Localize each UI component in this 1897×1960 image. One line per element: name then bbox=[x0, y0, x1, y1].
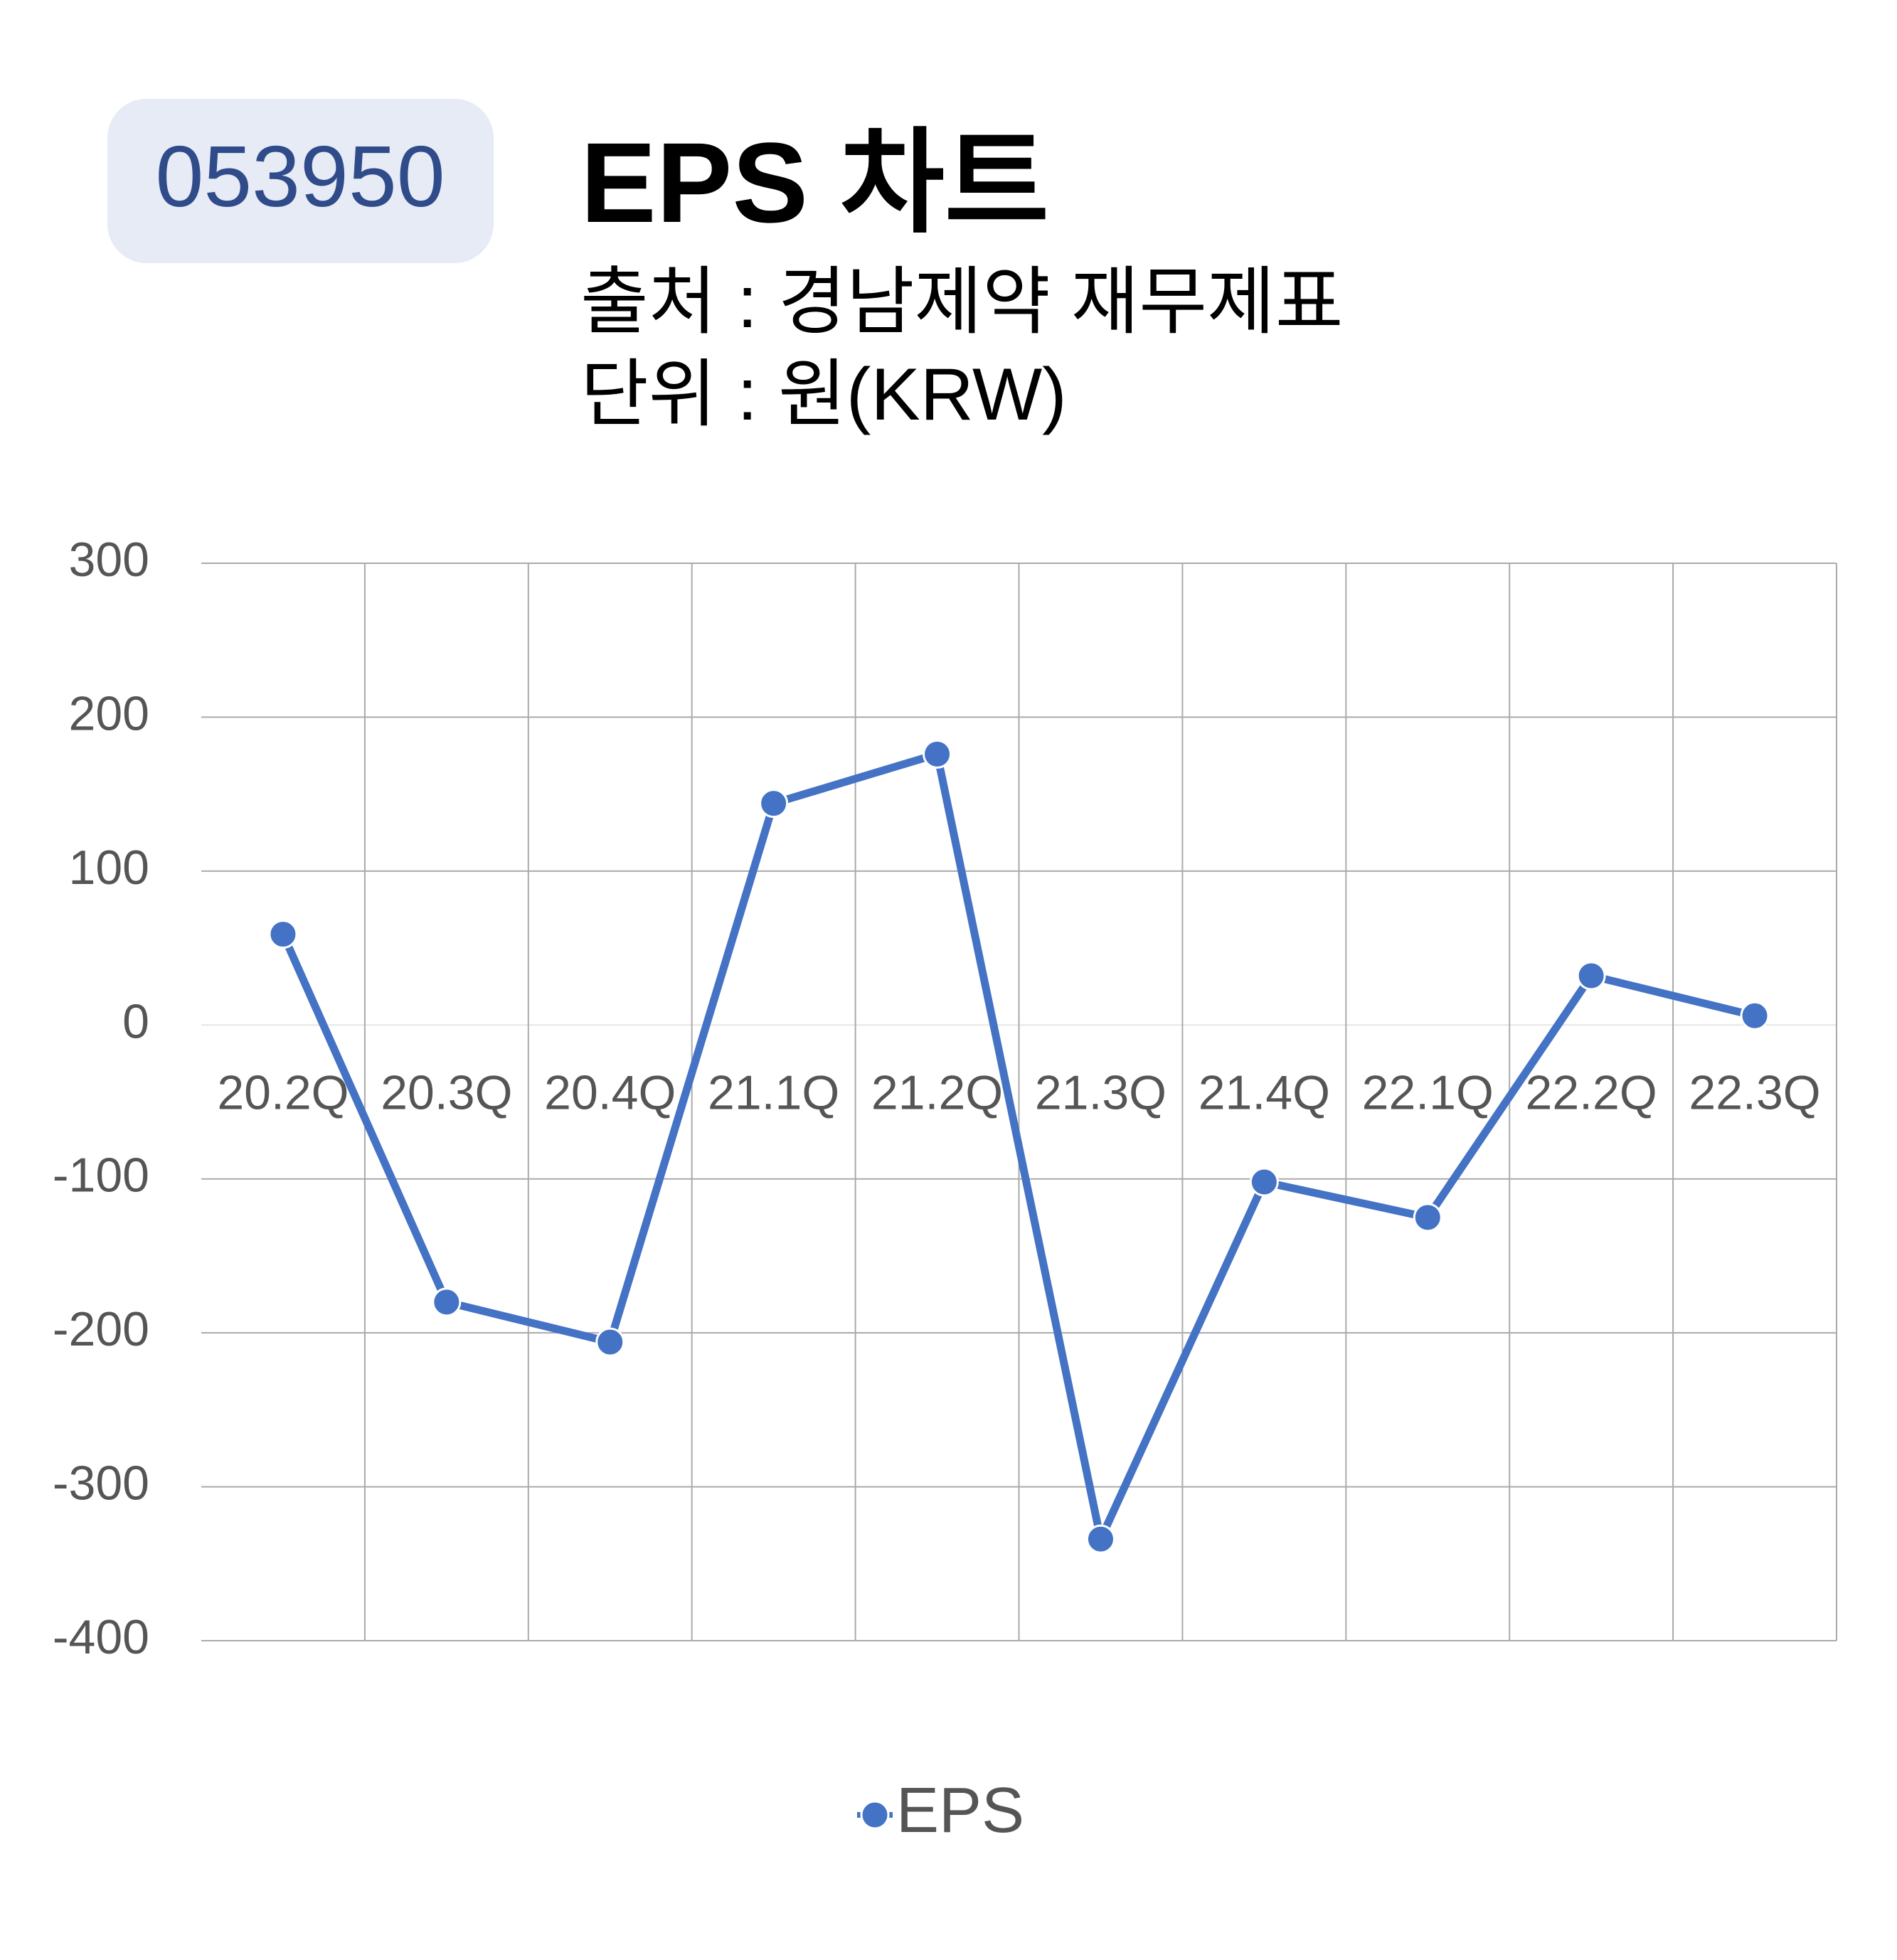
point bbox=[1413, 1203, 1442, 1232]
x-tick-label: 22.3Q bbox=[1689, 1065, 1820, 1119]
point bbox=[432, 1287, 462, 1317]
x-tick-label: 22.1Q bbox=[1362, 1065, 1494, 1119]
point bbox=[1085, 1524, 1115, 1554]
point bbox=[595, 1327, 625, 1357]
x-tick-label: 21.1Q bbox=[708, 1065, 839, 1119]
x-tick-label: 22.2Q bbox=[1526, 1065, 1657, 1119]
point bbox=[1249, 1167, 1279, 1197]
y-tick-label: -300 bbox=[53, 1456, 149, 1511]
legend-marker bbox=[860, 1800, 890, 1830]
legend-label: EPS bbox=[896, 1775, 1024, 1846]
x-tick-label: 20.2Q bbox=[217, 1065, 349, 1119]
subtitle: 출처 : 경남제약 재무제표 bbox=[580, 261, 1343, 343]
badge: 053950 bbox=[155, 128, 445, 225]
y-tick-label: 100 bbox=[69, 841, 149, 895]
y-tick-label: 0 bbox=[122, 994, 149, 1048]
x-tick-label: 20.4Q bbox=[544, 1065, 676, 1119]
chart-title: EPS 차트 bbox=[580, 119, 1049, 246]
badge-box bbox=[107, 99, 494, 263]
point bbox=[268, 920, 298, 949]
point bbox=[923, 739, 952, 769]
y-tick-label: -200 bbox=[53, 1302, 149, 1356]
x-tick-label: 20.3Q bbox=[381, 1065, 512, 1119]
x-tick-label: 21.4Q bbox=[1199, 1065, 1330, 1119]
x-tick-label: 21.3Q bbox=[1035, 1065, 1167, 1119]
point bbox=[1576, 961, 1606, 991]
x-tick-label: 21.2Q bbox=[871, 1065, 1003, 1119]
point bbox=[1740, 1001, 1770, 1030]
point bbox=[759, 789, 789, 819]
y-tick-label: -100 bbox=[53, 1149, 149, 1203]
y-tick-label: 300 bbox=[69, 533, 149, 587]
line bbox=[279, 750, 1756, 1543]
y-tick-label: 200 bbox=[69, 686, 149, 740]
subtitle: 단위 : 원(KRW) bbox=[580, 353, 1067, 436]
y-tick-label: -400 bbox=[53, 1610, 149, 1664]
